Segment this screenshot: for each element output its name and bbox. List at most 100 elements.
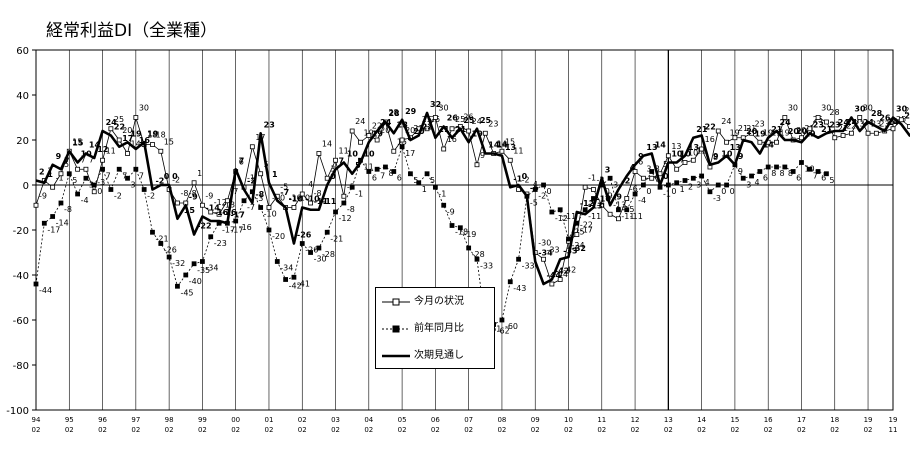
x-tick-year: 96 (98, 416, 107, 424)
data-label: 7 (139, 171, 144, 180)
data-point (192, 262, 196, 266)
data-label: 2 (688, 183, 693, 192)
data-point (583, 185, 587, 189)
data-point (467, 129, 471, 133)
data-point (259, 206, 263, 210)
data-label: -34 (205, 264, 218, 273)
data-label: 1 (47, 170, 53, 179)
data-point (159, 149, 163, 153)
y-tick-label: 0 (23, 181, 29, 192)
x-tick-month: 02 (398, 426, 407, 434)
data-point (433, 185, 437, 189)
data-label: 3 (613, 180, 618, 189)
data-label: -21 (330, 234, 343, 243)
data-label: 1 (272, 170, 278, 179)
data-label: 22 (114, 123, 125, 132)
data-label: -8 (180, 189, 188, 198)
data-point (866, 131, 870, 135)
data-label: -17 (580, 225, 593, 234)
data-label: 5 (355, 161, 361, 170)
data-point (242, 199, 246, 203)
data-label: -9 (39, 191, 47, 200)
data-point (758, 140, 762, 144)
data-point (633, 192, 637, 196)
data-label: -9 (205, 191, 213, 200)
data-point (84, 176, 88, 180)
data-point (134, 116, 138, 120)
data-point (833, 136, 837, 140)
data-label: -20 (272, 232, 285, 241)
data-point (375, 138, 379, 142)
data-point (766, 165, 770, 169)
data-label: 16 (705, 135, 715, 144)
data-label: 23 (397, 120, 408, 129)
x-tick-month: 02 (98, 426, 107, 434)
data-point (891, 127, 895, 131)
data-label: 24 (846, 118, 858, 127)
data-label: -32 (572, 244, 586, 253)
data-point (708, 190, 712, 194)
data-label: 24 (863, 118, 875, 127)
data-point (92, 190, 96, 194)
data-label: -1 (355, 189, 363, 198)
x-tick-year: 00 (231, 416, 240, 424)
x-tick-month: 02 (864, 426, 873, 434)
data-label: -4 (305, 180, 313, 189)
data-label: 0 (547, 187, 552, 196)
data-point (733, 136, 737, 140)
data-point (575, 233, 579, 237)
data-label: -44 (39, 286, 52, 295)
data-point (608, 176, 612, 180)
x-tick-month: 02 (664, 426, 673, 434)
data-label: 9 (638, 152, 644, 161)
data-point (799, 161, 803, 165)
x-tick-year: 05 (398, 416, 407, 424)
data-label: 2 (39, 168, 45, 177)
data-point (325, 230, 329, 234)
data-point (791, 170, 795, 174)
data-label: 19 (755, 129, 767, 138)
data-label: 28 (829, 108, 839, 117)
data-point (342, 194, 346, 198)
data-point (150, 143, 154, 147)
x-tick-month: 02 (65, 426, 74, 434)
data-point (317, 246, 321, 250)
data-label: 13 (730, 143, 741, 152)
data-point (400, 145, 404, 149)
data-point (508, 158, 512, 162)
y-tick-label: -80 (13, 361, 29, 372)
data-point (250, 145, 254, 149)
data-point (117, 138, 121, 142)
x-tick-year: 19 (889, 416, 898, 424)
x-tick-year: 99 (198, 416, 207, 424)
x-tick-year: 09 (531, 416, 540, 424)
data-point (775, 140, 779, 144)
data-label: -1 (663, 189, 671, 198)
data-label: -14 (56, 219, 69, 228)
data-point (675, 181, 679, 185)
data-point (641, 176, 645, 180)
data-label: -2 (147, 192, 155, 201)
data-label: 24 (380, 118, 392, 127)
x-tick-month: 02 (331, 426, 340, 434)
data-label: -10 (264, 210, 277, 219)
data-point (675, 167, 679, 171)
legend-marker-open-square (380, 294, 412, 310)
data-label: -19 (463, 230, 476, 239)
y-tick-label: -100 (6, 406, 29, 417)
data-label: 3 (746, 180, 751, 189)
data-label: -11 (588, 212, 601, 221)
data-point (467, 246, 471, 250)
data-point (567, 237, 571, 241)
x-tick-month: 11 (889, 426, 898, 434)
data-point (67, 172, 71, 176)
data-point (51, 215, 55, 219)
data-label: 24 (721, 117, 731, 126)
x-tick-month: 02 (797, 426, 806, 434)
data-point (783, 165, 787, 169)
data-label: 19 (147, 129, 159, 138)
data-label: 24 (888, 118, 900, 127)
data-point (350, 129, 354, 133)
